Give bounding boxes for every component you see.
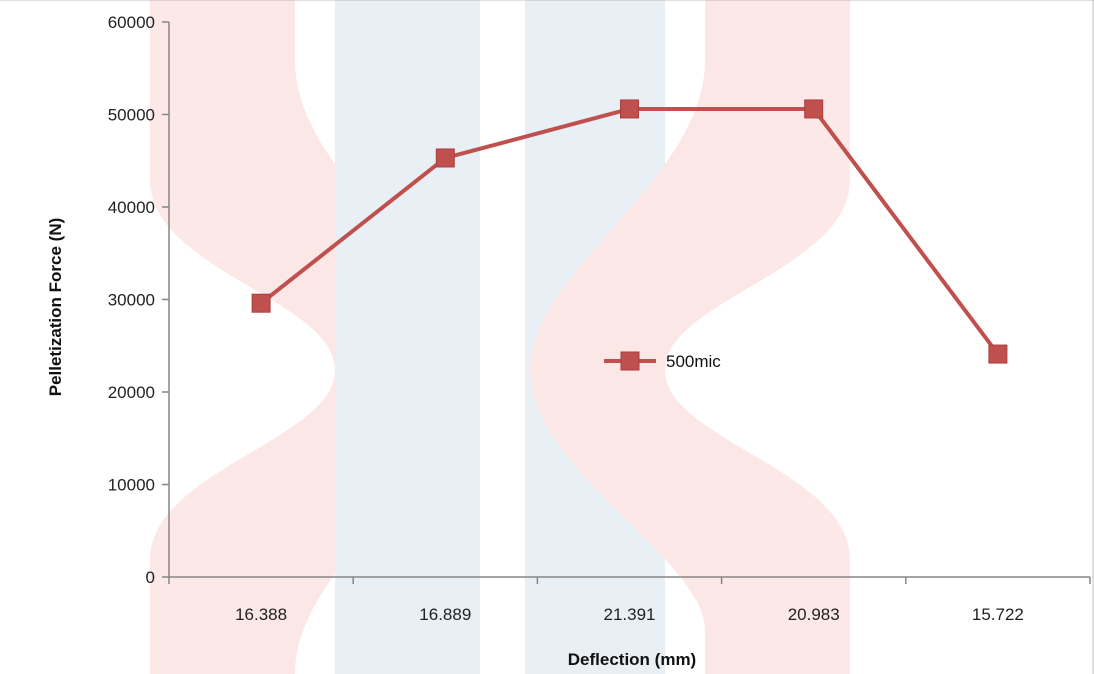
axes [162, 21, 1091, 584]
series-layer [251, 99, 1008, 364]
y-tick-labels: 0 10000 20000 30000 40000 50000 60000 [108, 13, 155, 587]
x-tick-label: 15.722 [972, 605, 1024, 624]
x-tick-label: 16.889 [419, 605, 471, 624]
data-point-marker [435, 148, 455, 168]
x-axis-title: Deflection (mm) [568, 650, 696, 669]
y-tick-label: 10000 [108, 476, 155, 495]
x-tick-label: 21.391 [604, 605, 656, 624]
legend-marker [620, 351, 640, 371]
y-axis-title: Pelletization Force (N) [46, 218, 65, 397]
y-tick-label: 20000 [108, 383, 155, 402]
x-tick-label: 16.388 [235, 605, 287, 624]
y-tick-label: 40000 [108, 198, 155, 217]
watermark-logo [150, 0, 850, 674]
legend: 500mic [604, 351, 721, 371]
legend-label: 500mic [666, 352, 721, 371]
data-point-marker [988, 344, 1008, 364]
data-point-marker [251, 293, 271, 313]
x-tick-labels: 16.388 16.889 21.391 20.983 15.722 [235, 605, 1024, 624]
data-point-marker [804, 99, 824, 119]
x-tick-label: 20.983 [788, 605, 840, 624]
y-tick-label: 30000 [108, 291, 155, 310]
y-tick-label: 0 [146, 568, 155, 587]
y-tick-label: 60000 [108, 13, 155, 32]
y-tick-label: 50000 [108, 106, 155, 125]
data-point-marker [620, 99, 639, 119]
